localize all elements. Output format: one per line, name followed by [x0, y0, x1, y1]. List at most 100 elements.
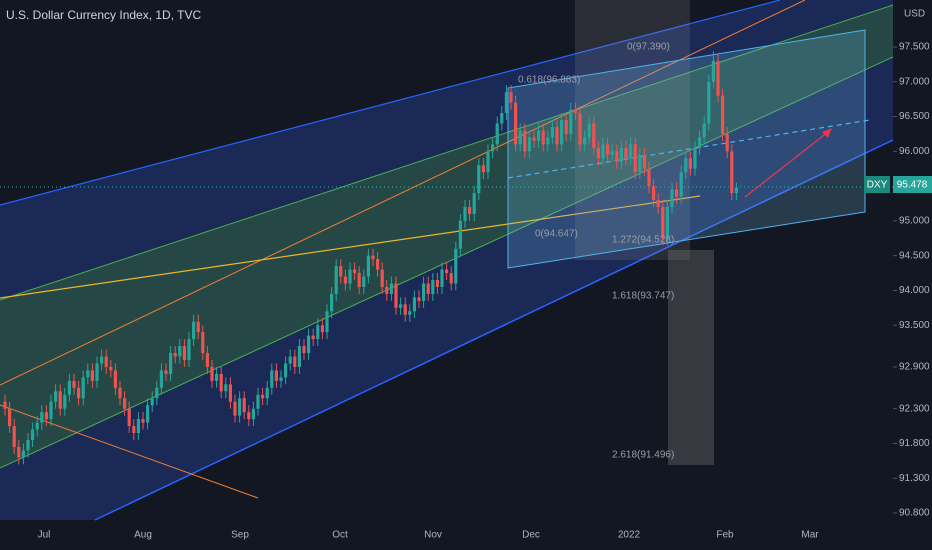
candle-body [670, 189, 674, 207]
candle-body [716, 60, 720, 96]
fib-label: 1.618(93.747) [612, 291, 674, 302]
candle-body [316, 325, 320, 340]
candle-body [109, 366, 113, 371]
x-tick-label: Oct [332, 530, 348, 541]
candle-body [362, 276, 366, 287]
y-tick-label: 92.300 [899, 403, 930, 414]
y-tick-label: 91.300 [899, 473, 930, 484]
candle-body [560, 120, 564, 145]
fib-label: 1.272(94.528) [612, 235, 674, 246]
fib-label: 0(94.647) [535, 229, 578, 240]
y-tick-label: 93.500 [899, 320, 930, 331]
candle-body [81, 377, 85, 399]
candle-body [514, 102, 518, 145]
y-tick-label: 94.000 [899, 285, 930, 296]
y-tick-label: 97.500 [899, 42, 930, 53]
candle-body [274, 370, 278, 381]
candle-body [159, 370, 163, 388]
candle-body [123, 398, 127, 409]
candle-body [247, 412, 251, 420]
candle-body [481, 165, 485, 173]
candle-body [233, 401, 237, 416]
candle-body [72, 380, 76, 388]
candle-body [573, 109, 577, 114]
candle-body [472, 193, 476, 214]
fib-label: 0(97.390) [627, 42, 670, 53]
candle-body [334, 266, 338, 294]
y-tick-label: 90.800 [899, 508, 930, 519]
candle-body [647, 168, 651, 187]
candle-body [619, 147, 623, 162]
candle-body [629, 144, 633, 159]
candle-body [261, 394, 265, 399]
last-price-tag [893, 176, 932, 193]
candle-body [17, 446, 21, 458]
candle-body [12, 426, 16, 447]
candle-body [684, 158, 688, 173]
candle-body [532, 137, 536, 141]
candle-body [734, 187, 738, 194]
y-tick-label: 91.800 [899, 438, 930, 449]
y-tick-label: 96.000 [899, 146, 930, 157]
x-tick-label: Mar [801, 530, 819, 541]
candle-body [408, 311, 412, 315]
candle-body [371, 255, 375, 260]
candle-body [445, 269, 449, 274]
candle-body [518, 130, 522, 145]
candle-body [238, 398, 242, 416]
candle-body [141, 419, 145, 423]
candle-body [491, 144, 495, 152]
x-tick-label: Nov [424, 530, 442, 541]
candle-body [569, 109, 573, 134]
candle-body [500, 113, 504, 124]
candle-body [642, 154, 646, 169]
candle-body [707, 81, 711, 124]
x-tick-label: Feb [716, 530, 734, 541]
candle-body [417, 297, 421, 301]
candle-body [307, 335, 311, 354]
candle-body [173, 353, 177, 357]
candle-body [113, 370, 117, 388]
candle-body [698, 137, 702, 148]
candle-body [394, 283, 398, 308]
candle-body [399, 304, 403, 308]
candle-body [67, 380, 71, 395]
candle-body [389, 283, 393, 294]
candle-body [440, 269, 444, 287]
candle-body [95, 363, 99, 381]
candle-body [537, 130, 541, 141]
candle-body [380, 269, 384, 287]
candle-body [583, 137, 587, 145]
candle-body [730, 151, 734, 194]
candle-body [187, 339, 191, 360]
candle-body [339, 266, 343, 277]
candle-body [403, 304, 407, 315]
currency: USD [904, 9, 925, 20]
candle-body [366, 255, 370, 277]
candle-body [219, 373, 223, 392]
candle-body [431, 280, 435, 294]
candle-body [63, 394, 67, 409]
candle-body [541, 130, 545, 145]
candle-body [58, 391, 62, 409]
candle-body [348, 269, 352, 284]
candle-body [638, 154, 642, 173]
candle-body [251, 408, 255, 420]
candle-body [592, 123, 596, 148]
time-axis [0, 522, 893, 550]
candle-body [725, 133, 729, 152]
fib-label: 2.618(91.496) [612, 450, 674, 461]
price-axis [893, 0, 932, 550]
candle-body [564, 120, 568, 134]
candle-body [182, 346, 186, 360]
candle-body [422, 283, 426, 301]
candle-body [164, 370, 168, 374]
candle-body [90, 370, 94, 381]
candle-body [523, 130, 527, 152]
candle-body [596, 147, 600, 159]
candle-body [302, 346, 306, 354]
candle-body [196, 321, 200, 333]
candle-body [178, 346, 182, 357]
candle-body [606, 144, 610, 155]
